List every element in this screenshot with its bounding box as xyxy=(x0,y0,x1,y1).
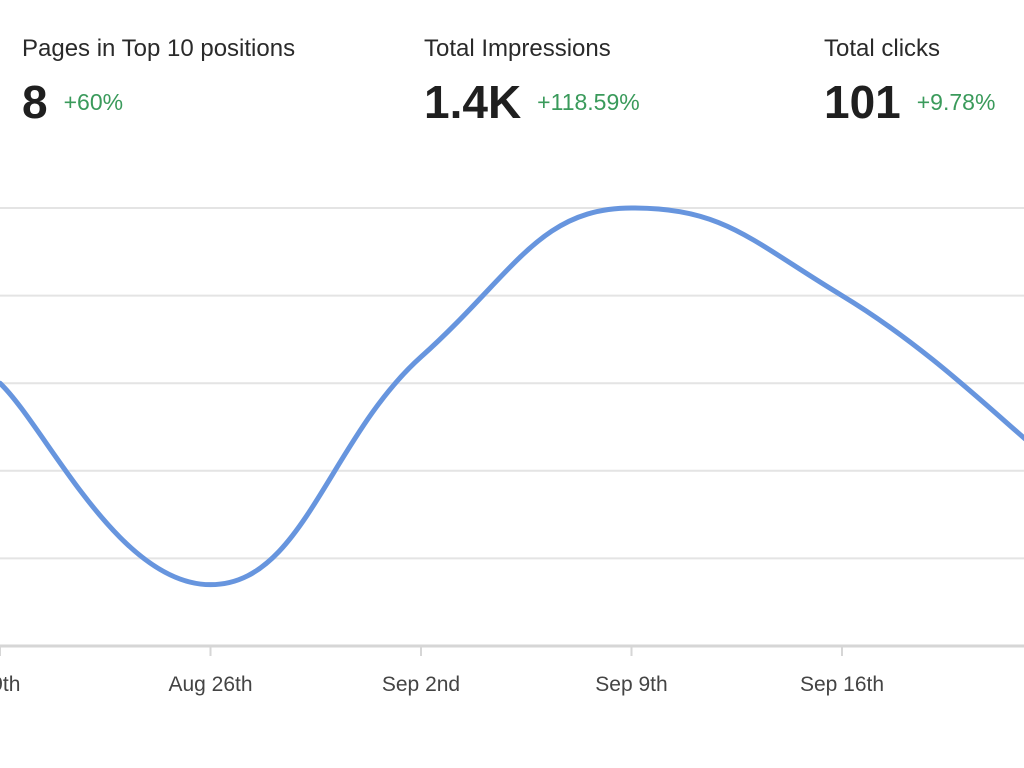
stat-value: 1.4K xyxy=(424,76,522,128)
stats-summary: Pages in Top 10 positions 8 +60% Total I… xyxy=(0,0,1024,150)
gridlines xyxy=(0,207,1024,560)
x-tick-label: Aug 26th xyxy=(168,673,252,696)
stat-change: +118.59% xyxy=(537,89,640,115)
stat-total-clicks: Total clicks 101 +9.78% xyxy=(824,34,995,128)
stat-value: 101 xyxy=(824,76,901,128)
x-tick-label: Sep 16th xyxy=(800,673,884,696)
stat-label: Pages in Top 10 positions xyxy=(22,35,296,62)
stat-value: 8 xyxy=(22,76,48,128)
series-layer xyxy=(0,205,1024,588)
series-line xyxy=(0,205,1024,588)
x-tick-label: Sep 2nd xyxy=(382,673,460,696)
x-tick-label: 19th xyxy=(0,673,20,696)
x-tick-label: Sep 9th xyxy=(595,673,667,696)
stat-change: +9.78% xyxy=(916,89,996,115)
stat-total-impressions: Total Impressions 1.4K +118.59% xyxy=(424,34,640,128)
stat-change: +60% xyxy=(63,89,124,115)
stat-pages-top10: Pages in Top 10 positions 8 +60% xyxy=(22,34,295,128)
stat-label: Total Impressions xyxy=(424,35,611,62)
stat-label: Total clicks xyxy=(824,35,941,62)
